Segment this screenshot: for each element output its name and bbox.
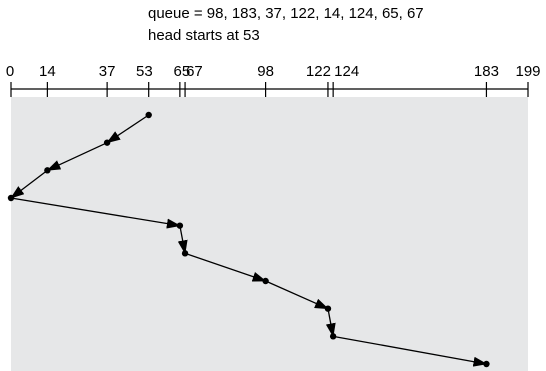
- seek-segment-14-to-0: [10, 169, 48, 199]
- seek-point-53: [145, 111, 152, 119]
- seek-points: [7, 111, 490, 368]
- axis-tick-label-0: 0: [6, 63, 14, 80]
- seek-point-183: [483, 360, 490, 368]
- axis-tick-label-67: 67: [186, 63, 203, 80]
- seek-point-37: [103, 139, 111, 146]
- seek-point-65: [176, 222, 184, 229]
- seek-segment-65-to-67: [177, 225, 188, 255]
- axis-tick-label-98: 98: [257, 63, 274, 80]
- seek-segment-0-to-65: [10, 197, 181, 229]
- axis-tick-label-183: 183: [474, 63, 499, 80]
- seek-segment-37-to-14: [46, 142, 108, 171]
- seek-segment-122-to-124: [325, 308, 336, 338]
- seek-point-122: [324, 305, 332, 312]
- seek-point-14: [44, 167, 51, 174]
- seek-point-124: [329, 333, 337, 340]
- caption: queue = 98, 183, 37, 122, 14, 124, 65, 6…: [148, 3, 424, 47]
- axis-ticks: [10, 82, 529, 97]
- axis-tick-label-37: 37: [99, 63, 116, 80]
- seek-point-98: [262, 277, 269, 285]
- seek-segment-53-to-37: [106, 114, 150, 144]
- axis-tick-label-199: 199: [515, 63, 540, 80]
- seek-point-0: [7, 194, 15, 202]
- seek-segment-98-to-122: [265, 280, 329, 310]
- head-start-line: head starts at 53: [148, 27, 260, 44]
- axis-tick-label-122: 122: [306, 63, 331, 80]
- seek-point-67: [181, 250, 189, 257]
- axis-tick-label-65: 65: [174, 63, 191, 80]
- seek-path: [10, 114, 488, 367]
- axis-tick-label-124: 124: [334, 63, 359, 80]
- axis-tick-label-14: 14: [39, 63, 56, 80]
- diagram-panel: [11, 97, 528, 371]
- axis-tick-label-53: 53: [136, 63, 153, 80]
- seek-segment-124-to-183: [333, 335, 488, 367]
- seek-segment-67-to-98: [184, 252, 267, 282]
- queue-line: queue = 98, 183, 37, 122, 14, 124, 65, 6…: [148, 5, 424, 22]
